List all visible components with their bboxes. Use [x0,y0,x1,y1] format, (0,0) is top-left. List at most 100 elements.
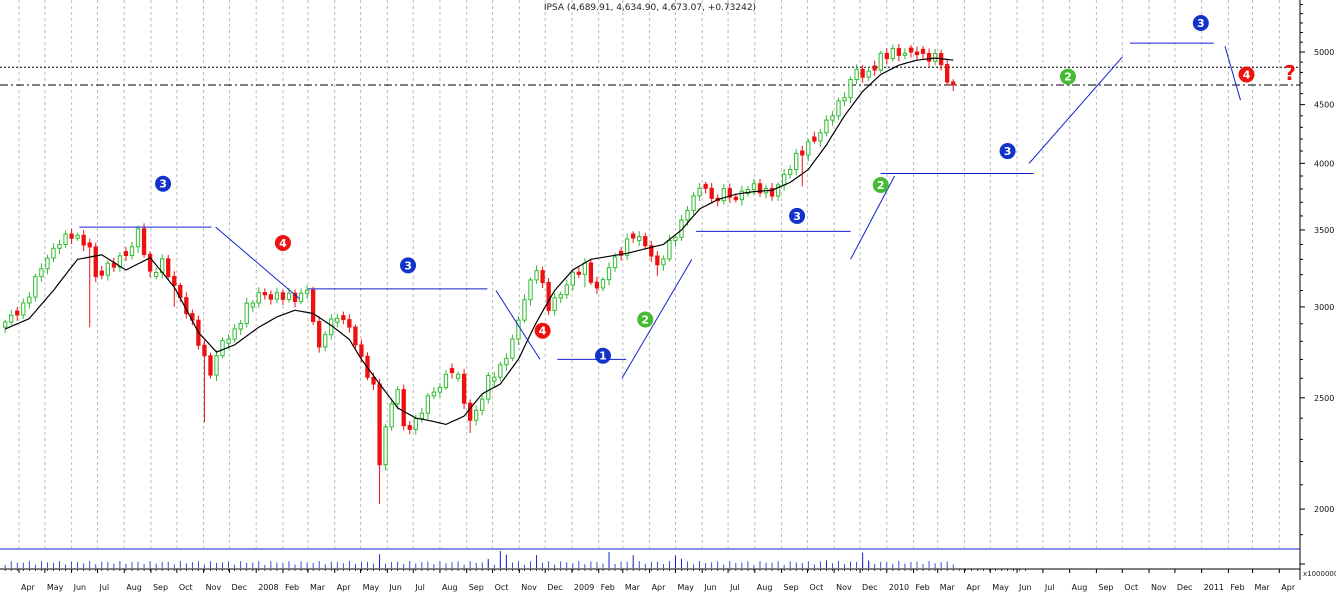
wave-badge: 2 [872,177,889,194]
x-tick-label: Apr [337,583,352,592]
candles-layer [3,44,956,505]
x-tick-label: Mar [1255,583,1271,592]
wave-badge-label: 3 [404,259,412,272]
candle-body [751,183,757,190]
candle-body [262,292,267,296]
x-tick-label: Apr [652,583,667,592]
candle-body [81,234,86,246]
x-tick-label: Sep [784,583,799,592]
x-tick-label: Aug [442,583,458,592]
y-tick-label: 4500 [1314,101,1334,110]
candle-body [606,267,612,281]
x-tick-label: Nov [206,583,222,592]
candle-body [280,292,286,300]
candle-body [733,196,738,201]
candle-body [673,236,678,241]
wave-badge-circle [999,143,1016,160]
x-tick-label: Nov [521,583,537,592]
candle-body [800,150,805,156]
candle-body [304,289,310,294]
candle-body [739,190,745,201]
candle-body [794,152,799,171]
candle-body [564,284,569,296]
candle-body [510,338,515,359]
candle-body [600,279,606,289]
wave-badge-label: 4 [1243,69,1251,82]
candle-body [371,376,376,385]
question-mark: ? [1284,61,1296,85]
candle-body [697,187,702,197]
wave-badge-label: 3 [1004,145,1012,158]
candle-body [860,68,865,78]
candle-body [99,270,104,276]
chart-title: IPSA (4,689.91, 4,634.90, 4,673.07, +0.7… [544,3,756,13]
x-tick-label: Jun [1018,583,1031,592]
candle-body [166,258,171,278]
candle-body [498,364,503,378]
x-tick-label: May [363,583,380,592]
candle-body [21,302,26,316]
candle-body [824,119,829,134]
candle-body [757,183,763,194]
y-tick-label: 3500 [1314,226,1334,235]
x-tick-label: Feb [601,583,615,592]
candle-body [3,321,8,328]
candle-body [890,48,895,60]
candle-body [63,233,68,245]
wave-badge-circle [789,207,806,224]
candle-body [504,357,509,366]
x-tick-label: Oct [495,583,509,592]
candle-body [51,247,56,259]
candle-body [292,292,298,302]
candle-body [576,271,581,275]
candle-body [631,233,636,239]
x-tick-label: Sep [1098,583,1113,592]
candle-body [896,48,902,56]
candle-body [812,136,817,142]
candle-body [347,319,352,328]
candle-body [781,173,787,186]
trend-line [1224,45,1241,101]
candle-body [788,169,793,175]
x-tick-label: Jun [703,583,717,592]
candle-body [147,253,153,272]
candle-body [474,409,479,421]
candle-body [443,373,449,388]
x-tick-label: Sep [153,583,168,592]
wave-badge-label: 4 [279,237,287,250]
candle-body [830,115,835,121]
y-tick-label: 5000 [1314,48,1334,57]
candle-body [745,188,751,194]
candle-body [45,257,50,270]
candle-body [214,355,219,376]
x-tick-label: Apr [966,583,981,592]
candle-body [818,132,823,142]
trend-line [621,259,693,379]
wave-badge-circle [274,234,291,251]
wave-badge-label: 4 [539,325,547,338]
candle-body [624,238,630,256]
x-tick-label: May [992,583,1009,592]
candle-body [528,279,533,301]
candle-body [842,97,847,102]
moving-average-line [4,57,954,426]
candle-body [534,270,539,281]
candle-body [945,64,950,83]
candle-body [872,65,877,71]
x-tick-label: Nov [1151,583,1167,592]
candle-body [111,262,117,268]
candle-body [359,344,364,357]
candle-body [419,412,424,419]
candle-body [612,256,618,269]
trend-line [850,175,896,260]
candle-body [33,276,38,298]
candle-body [691,195,696,211]
candle-body [232,328,237,340]
x-tick-label: Sep [469,583,484,592]
wave-badge-circle [400,257,417,274]
y-tick-label: 3000 [1314,303,1334,312]
candle-body [848,79,853,99]
candle-body [238,322,243,330]
candle-body [383,426,388,466]
x-tick-label: Aug [126,583,142,592]
